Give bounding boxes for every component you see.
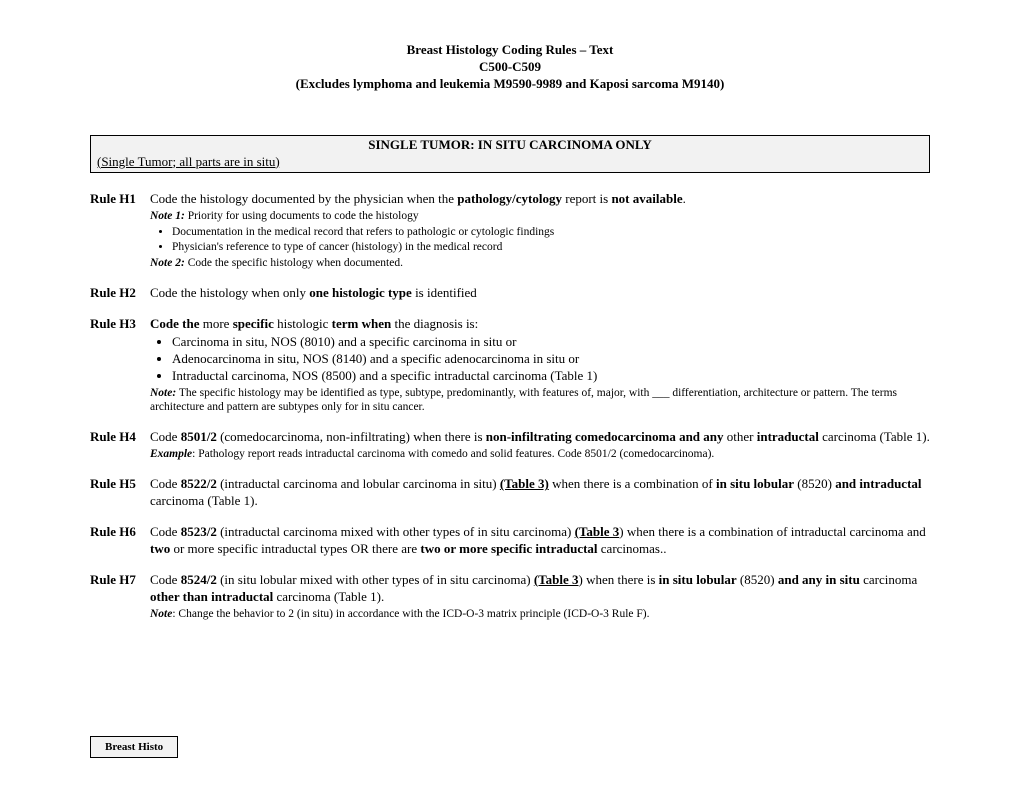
rule-body: Code 8522/2 (intraductal carcinoma and l… bbox=[150, 476, 930, 510]
text-bold: 8522/2 bbox=[181, 476, 217, 491]
text-bold: 8523/2 bbox=[181, 524, 217, 539]
text: more bbox=[203, 316, 233, 331]
rule-label: Rule H1 bbox=[90, 191, 150, 271]
rule-h3: Rule H3 Code the more specific histologi… bbox=[90, 316, 930, 415]
text: Code bbox=[150, 572, 181, 587]
note-label: Note 1: bbox=[150, 210, 185, 222]
text: carcinoma bbox=[860, 572, 917, 587]
text: report is bbox=[562, 191, 611, 206]
text: carcinoma (Table 1). bbox=[819, 429, 930, 444]
text: is identified bbox=[412, 285, 477, 300]
text-bold: Code the bbox=[150, 316, 203, 331]
text-bold: in situ lobular bbox=[659, 572, 737, 587]
text-bold: and intraductal bbox=[835, 476, 921, 491]
text: (8520) bbox=[737, 572, 778, 587]
text: (in situ lobular mixed with other types … bbox=[217, 572, 534, 587]
text-bold: in situ lobular bbox=[716, 476, 794, 491]
note-text: Priority for using documents to code the… bbox=[185, 210, 419, 222]
rule-h4: Rule H4 Code 8501/2 (comedocarcinoma, no… bbox=[90, 429, 930, 462]
text-bold: two bbox=[150, 541, 170, 556]
text: carcinoma (Table 1). bbox=[150, 493, 258, 508]
example-label: Example bbox=[150, 448, 192, 460]
text-bold: intraductal bbox=[757, 429, 819, 444]
example-text: : Pathology report reads intraductal car… bbox=[192, 448, 714, 460]
rule-label: Rule H6 bbox=[90, 524, 150, 558]
rule-body: Code 8523/2 (intraductal carcinoma mixed… bbox=[150, 524, 930, 558]
text: the diagnosis is: bbox=[394, 316, 478, 331]
rule-label: Rule H5 bbox=[90, 476, 150, 510]
rule-label: Rule H2 bbox=[90, 285, 150, 302]
rule-body: Code the more specific histologic term w… bbox=[150, 316, 930, 415]
rule-h2: Rule H2 Code the histology when only one… bbox=[90, 285, 930, 302]
text: histologic bbox=[277, 316, 332, 331]
text-bold: 8501/2 bbox=[181, 429, 217, 444]
text: when there is a combination of bbox=[549, 476, 716, 491]
text-bold: term when bbox=[332, 316, 395, 331]
rule-h5: Rule H5 Code 8522/2 (intraductal carcino… bbox=[90, 476, 930, 510]
text: carcinoma (Table 1). bbox=[273, 589, 384, 604]
section-subtitle: (Single Tumor; all parts are in situ) bbox=[97, 154, 923, 171]
text: (intraductal carcinoma and lobular carci… bbox=[217, 476, 500, 491]
rule-label: Rule H7 bbox=[90, 572, 150, 622]
bullet-item: Documentation in the medical record that… bbox=[172, 225, 930, 240]
rule-body: Code the histology documented by the phy… bbox=[150, 191, 930, 271]
note-label: Note 2: bbox=[150, 257, 185, 269]
text: other bbox=[724, 429, 757, 444]
rule-label: Rule H4 bbox=[90, 429, 150, 462]
note-text: Code the specific histology when documen… bbox=[185, 257, 403, 269]
rule-label: Rule H3 bbox=[90, 316, 150, 415]
section-header-box: SINGLE TUMOR: IN SITU CARCINOMA ONLY (Si… bbox=[90, 135, 930, 174]
bullet-item: Intraductal carcinoma, NOS (8500) and a … bbox=[172, 368, 930, 385]
section-title: SINGLE TUMOR: IN SITU CARCINOMA ONLY bbox=[97, 137, 923, 154]
text-bold: one histologic type bbox=[309, 285, 412, 300]
text: ) when there is a combination of intradu… bbox=[619, 524, 925, 539]
text: Code the histology documented by the phy… bbox=[150, 191, 457, 206]
note-label: Note bbox=[150, 608, 172, 620]
text-bold: non-infiltrating comedocarcinoma and any bbox=[486, 429, 724, 444]
text: Code bbox=[150, 524, 181, 539]
text: . bbox=[683, 191, 686, 206]
text-bold: two or more specific intraductal bbox=[420, 541, 597, 556]
document-header: Breast Histology Coding Rules – Text C50… bbox=[90, 42, 930, 93]
text-bold-underline: (Table 3) bbox=[500, 476, 549, 491]
note-text: The specific histology may be identified… bbox=[150, 387, 897, 414]
text: (8520) bbox=[794, 476, 835, 491]
header-line-3: (Excludes lymphoma and leukemia M9590-99… bbox=[90, 76, 930, 93]
header-line-2: C500-C509 bbox=[90, 59, 930, 76]
text-bold: 8524/2 bbox=[181, 572, 217, 587]
text-bold-underline: (Table 3 bbox=[534, 572, 579, 587]
text: carcinomas.. bbox=[598, 541, 667, 556]
text: Code bbox=[150, 476, 181, 491]
bullet-item: Physician's reference to type of cancer … bbox=[172, 240, 930, 255]
header-line-1: Breast Histology Coding Rules – Text bbox=[90, 42, 930, 59]
rule-h1: Rule H1 Code the histology documented by… bbox=[90, 191, 930, 271]
text-bold: and any in situ bbox=[778, 572, 860, 587]
text: ) when there is bbox=[579, 572, 659, 587]
rule-body: Code 8501/2 (comedocarcinoma, non-infilt… bbox=[150, 429, 930, 462]
rule-body: Code 8524/2 (in situ lobular mixed with … bbox=[150, 572, 930, 622]
bullet-item: Carcinoma in situ, NOS (8010) and a spec… bbox=[172, 334, 930, 351]
rule-h6: Rule H6 Code 8523/2 (intraductal carcino… bbox=[90, 524, 930, 558]
text: Code bbox=[150, 429, 181, 444]
text: or more specific intraductal types OR th… bbox=[170, 541, 420, 556]
note-label: Note: bbox=[150, 387, 176, 399]
text-bold: specific bbox=[233, 316, 277, 331]
text: (comedocarcinoma, non-infiltrating) when… bbox=[217, 429, 486, 444]
rule-notes: Note 1: Priority for using documents to … bbox=[150, 209, 930, 271]
text: Code the histology when only bbox=[150, 285, 309, 300]
text-bold-underline: (Table 3 bbox=[575, 524, 620, 539]
text-bold: not available bbox=[611, 191, 682, 206]
text-bold: other than intraductal bbox=[150, 589, 273, 604]
bullet-item: Adenocarcinoma in situ, NOS (8140) and a… bbox=[172, 351, 930, 368]
footer-tab: Breast Histo bbox=[90, 736, 178, 758]
rule-body: Code the histology when only one histolo… bbox=[150, 285, 930, 302]
rule-h7: Rule H7 Code 8524/2 (in situ lobular mix… bbox=[90, 572, 930, 622]
text: (intraductal carcinoma mixed with other … bbox=[217, 524, 575, 539]
note-text: : Change the behavior to 2 (in situ) in … bbox=[172, 608, 649, 620]
text-bold: pathology/cytology bbox=[457, 191, 562, 206]
